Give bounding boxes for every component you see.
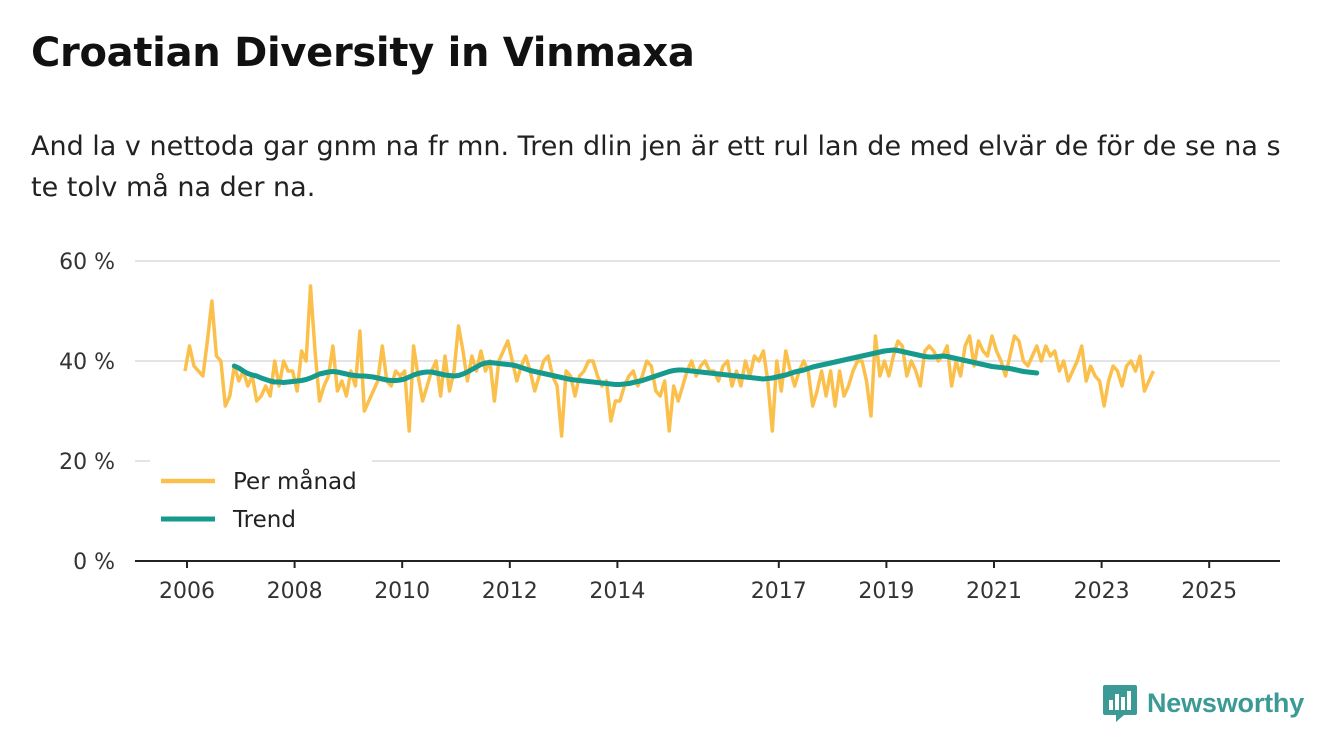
y-axis-ticks: 0 % 20 % 40 % 60 % (59, 250, 115, 575)
x-tick-label: 2012 (482, 579, 538, 604)
y-tick-label: 60 % (59, 250, 115, 275)
x-tick-label: 2006 (159, 579, 215, 604)
chart-subtitle: And la v nettoda gar gnm na fr mn. Tren … (31, 131, 1281, 203)
legend-background (150, 458, 372, 548)
legend-label: Trend (232, 507, 296, 533)
y-tick-label: 20 % (59, 450, 115, 475)
series-group (183, 284, 1155, 438)
x-tick-label: 2023 (1074, 579, 1130, 604)
y-tick-label: 0 % (73, 550, 115, 575)
x-tick-label: 2010 (374, 579, 430, 604)
legend-label: Per månad (233, 467, 357, 495)
x-tick-label: 2025 (1181, 579, 1237, 604)
x-tick-label: 2008 (267, 579, 323, 604)
x-axis-ticks: 2006 2008 2010 2012 2014 2017 2019 2021 2023 2025 (159, 561, 1237, 604)
legend: Per månad Trend (150, 458, 372, 548)
series-line-per-manad (183, 284, 1155, 438)
x-tick-label: 2021 (966, 579, 1022, 604)
chart-title: Croatian Diversity in Vinmaxa (31, 30, 695, 76)
y-tick-label: 40 % (59, 350, 115, 375)
newsworthy-brand: Newsworthy (1102, 683, 1304, 723)
newsworthy-logo-icon (1103, 685, 1137, 722)
x-tick-label: 2019 (858, 579, 914, 604)
brand-name: Newsworthy (1147, 687, 1305, 718)
x-tick-label: 2014 (589, 579, 645, 604)
series-line-trend (231, 347, 1040, 387)
x-tick-label: 2017 (751, 579, 807, 604)
